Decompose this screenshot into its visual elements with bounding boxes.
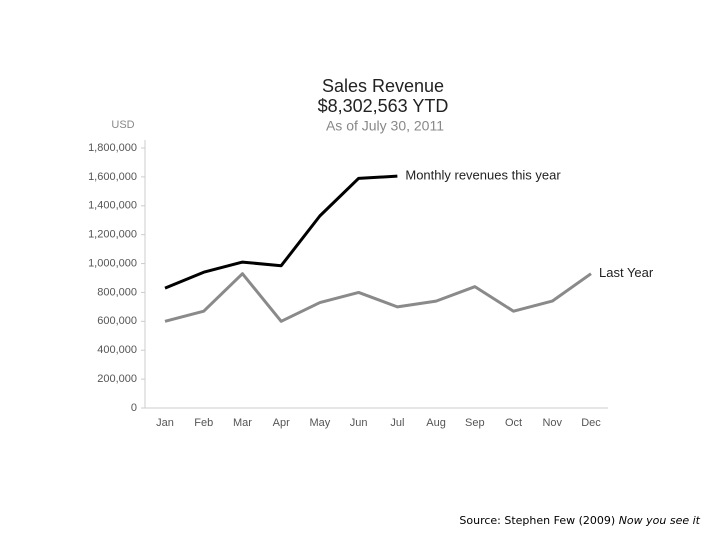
source-text: Source: Stephen Few (2009) <box>459 514 615 527</box>
y-tick-label: 1,000,000 <box>88 257 137 269</box>
source: Source: Stephen Few (2009) Now you see i… <box>459 514 700 527</box>
x-tick-label: Nov <box>542 417 562 429</box>
y-tick-label: 400,000 <box>97 344 137 356</box>
y-tick-label: 1,600,000 <box>88 171 137 183</box>
x-tick-label: Jul <box>390 417 404 429</box>
x-tick-label: Dec <box>581 417 601 429</box>
y-tick-label: 800,000 <box>97 286 137 298</box>
x-tick-label: Sep <box>465 417 485 429</box>
source-title: Now you see it <box>619 514 701 527</box>
x-tick-label: Feb <box>194 417 213 429</box>
chart-title: Sales Revenue <box>322 76 444 96</box>
x-tick-label: Apr <box>273 417 290 429</box>
chart-subtitle: As of July 30, 2011 <box>326 118 444 134</box>
y-tick-label: 1,200,000 <box>88 229 137 241</box>
y-tick-label: 200,000 <box>97 373 137 385</box>
y-tick-label: 1,400,000 <box>88 200 137 212</box>
x-tick-label: Mar <box>233 417 252 429</box>
x-tick-label: Jan <box>156 417 174 429</box>
y-tick-label: 1,800,000 <box>88 142 137 154</box>
series-label: Last Year <box>599 265 654 280</box>
y-tick-label: 600,000 <box>97 315 137 327</box>
series-label: Monthly revenues this year <box>405 168 561 183</box>
y-tick-label: 0 <box>131 402 137 414</box>
x-tick-label: Oct <box>505 417 522 429</box>
line-series <box>164 174 398 290</box>
x-tick-label: Aug <box>426 417 446 429</box>
chart-subtitle: $8,302,563 YTD <box>318 96 449 116</box>
x-tick-label: Jun <box>350 417 368 429</box>
line-series <box>164 272 592 323</box>
y-axis-label: USD <box>111 119 134 131</box>
x-tick-label: May <box>310 417 331 429</box>
